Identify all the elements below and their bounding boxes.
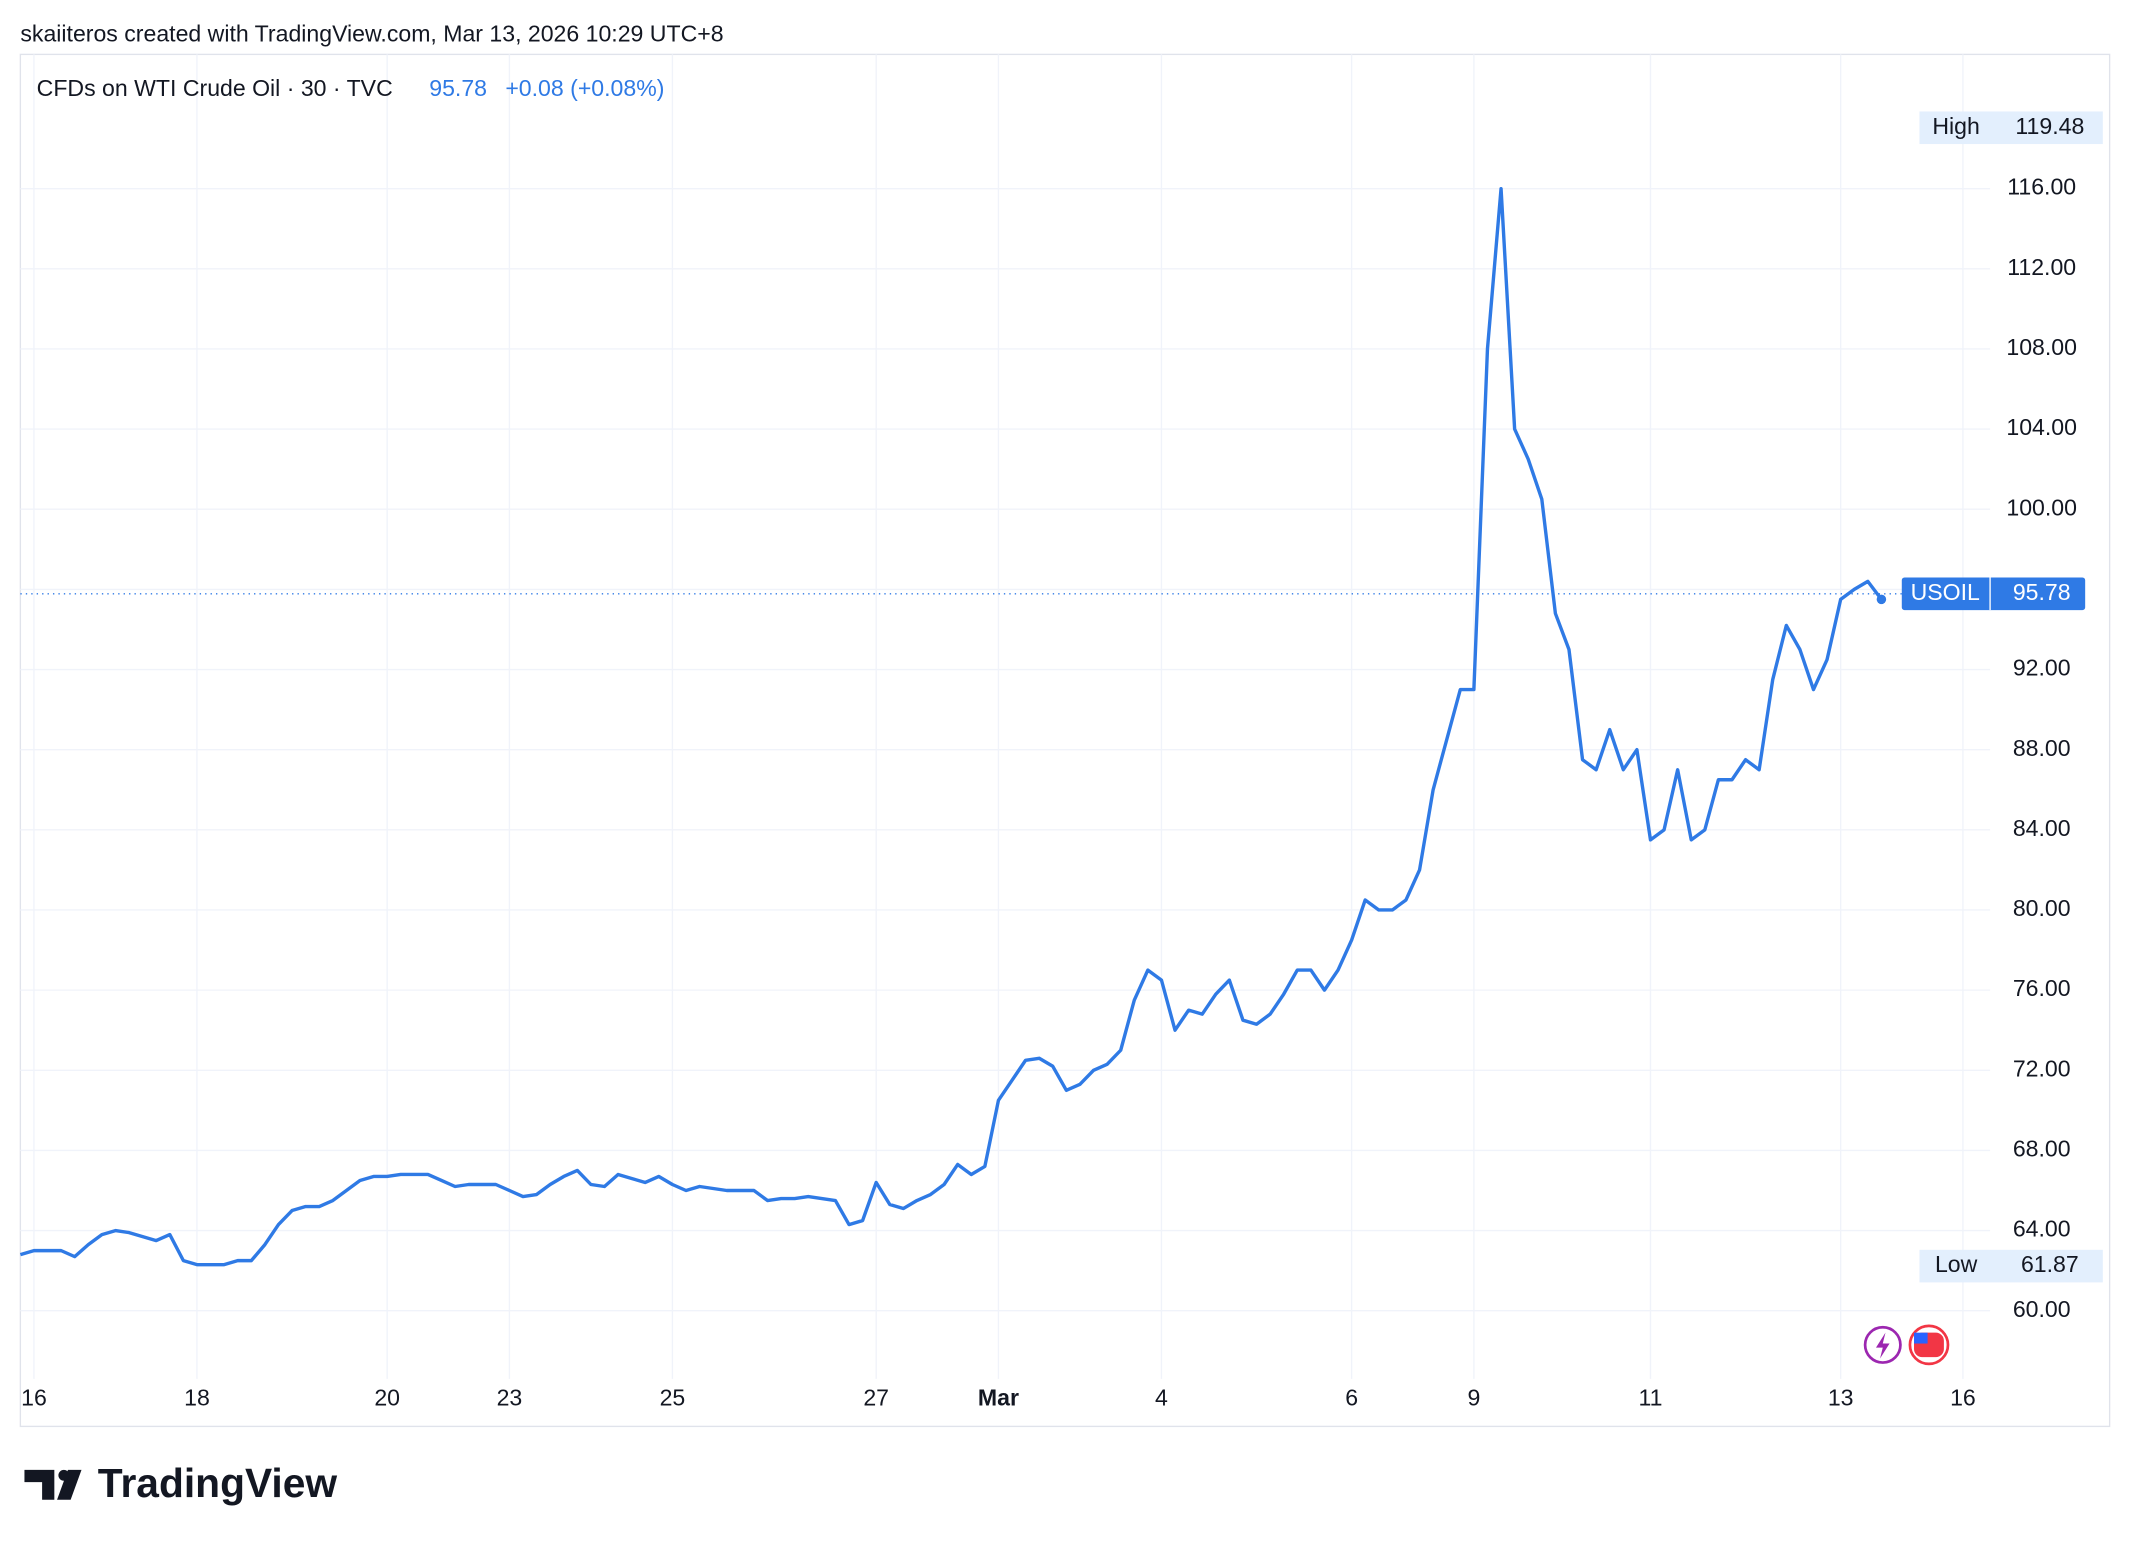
y-tick-label: 68.00 [2013,1136,2071,1162]
x-tick-label: 27 [863,1384,889,1410]
y-tick-label: 84.00 [2013,815,2071,841]
x-tick-label: 6 [1345,1384,1358,1410]
y-tick-label: 64.00 [2013,1216,2071,1242]
x-tick-label: 9 [1467,1384,1480,1410]
high-label: High [1932,113,1979,139]
symbol-box [1901,577,2086,611]
y-tick-label: 92.00 [2013,655,2071,681]
high-box [1919,111,2103,145]
last-point [1876,594,1887,605]
chart-title: CFDs on WTI Crude Oil · 30 · TVC [37,75,393,101]
x-tick-label: Mar [978,1384,1019,1410]
y-tick-label: 80.00 [2013,895,2071,921]
y-tick-label: 60.00 [2013,1296,2071,1322]
x-tick-label: 20 [374,1384,400,1410]
y-tick-label: 104.00 [2006,414,2077,440]
low-value: 61.87 [2021,1251,2079,1277]
y-tick-label: 76.00 [2013,975,2071,1001]
y-tick-label: 112.00 [2007,254,2076,280]
grid [20,54,1991,1379]
y-tick-label: 100.00 [2006,494,2077,520]
low-label: Low [1935,1251,1978,1277]
x-tick-label: 11 [1638,1384,1662,1410]
y-tick-label: 108.00 [2006,334,2077,360]
x-tick-label: 16 [1950,1384,1976,1410]
brand-logo [24,1469,82,1500]
x-tick-label: 16 [21,1384,47,1410]
x-tick-label: 18 [184,1384,210,1410]
x-tick-label: 13 [1828,1384,1854,1410]
symbol-label: USOIL [1911,579,1980,605]
high-value: 119.48 [2015,113,2084,139]
y-tick-label: 72.00 [2013,1055,2071,1081]
frame [19,53,2111,1428]
brand: TradingView [98,1460,338,1506]
y-tick-label: 116.00 [2007,174,2076,200]
y-tick-label: 88.00 [2013,735,2071,761]
credit: skaiiteros created with TradingView.com,… [20,20,723,46]
low-box [1919,1249,2103,1283]
price-label: 95.78 [2013,579,2071,605]
price-line [19,186,1883,1267]
header-change: +0.08 (+0.08%) [505,75,664,101]
x-tick-label: 4 [1155,1384,1168,1410]
header-price: 95.78 [429,75,487,101]
icons [1863,1324,1950,1366]
x-tick-label: 25 [660,1384,686,1410]
x-tick-label: 23 [497,1384,523,1410]
